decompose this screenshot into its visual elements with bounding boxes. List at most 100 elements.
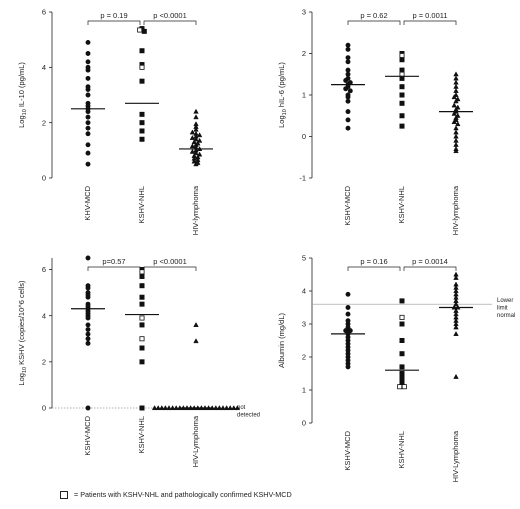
data-point bbox=[139, 345, 145, 351]
comparison-bracket bbox=[143, 266, 197, 271]
x-category-label: HIV-lymphoma bbox=[451, 185, 460, 235]
y-tick-label: 0 bbox=[42, 404, 46, 413]
data-point bbox=[139, 315, 145, 321]
data-point bbox=[399, 321, 405, 327]
data-point bbox=[139, 301, 145, 307]
y-tick-label: 5 bbox=[302, 254, 306, 263]
data-point bbox=[85, 340, 91, 346]
y-tick-label: 4 bbox=[42, 311, 46, 320]
data-point bbox=[343, 86, 349, 92]
data-point bbox=[345, 94, 351, 100]
data-point bbox=[85, 405, 91, 411]
data-point bbox=[399, 314, 405, 320]
x-category-label: KSHV-MCD bbox=[343, 430, 352, 470]
data-point bbox=[345, 46, 351, 52]
data-point bbox=[453, 141, 459, 147]
data-point bbox=[227, 405, 233, 411]
data-point bbox=[85, 150, 91, 156]
data-point bbox=[345, 98, 351, 104]
data-point bbox=[453, 324, 459, 330]
y-tick-label: 3 bbox=[302, 8, 306, 17]
data-point bbox=[193, 150, 199, 156]
data-point bbox=[399, 71, 405, 77]
data-point bbox=[399, 57, 405, 63]
y-axis-label: Log10 hIL-6 (pg/mL) bbox=[277, 62, 288, 128]
data-point bbox=[85, 131, 91, 137]
data-point bbox=[399, 113, 405, 119]
data-point bbox=[151, 405, 158, 411]
y-tick-label: 0 bbox=[302, 419, 306, 428]
y-tick-label: 0 bbox=[302, 132, 306, 141]
y-tick-label: 0 bbox=[42, 174, 46, 183]
y-tick-label: 2 bbox=[42, 357, 46, 366]
chart-panel-il10: 0 2 4 6 Log10 IL-10 (pg/mL) KHV-MCD KSHV-NHL HI… bbox=[17, 8, 213, 235]
data-point bbox=[453, 87, 459, 93]
data-point bbox=[399, 351, 405, 357]
data-point bbox=[189, 129, 196, 135]
data-point bbox=[399, 84, 405, 90]
reference-line-label: detected bbox=[237, 413, 260, 419]
data-point bbox=[166, 405, 172, 411]
y-tick-label: 6 bbox=[42, 265, 46, 274]
x-category-label: HIV-Lymphoma bbox=[191, 415, 200, 467]
data-point bbox=[85, 39, 91, 45]
p-value-label: p = 0.62 bbox=[360, 11, 387, 20]
data-point bbox=[193, 108, 199, 114]
data-point bbox=[196, 132, 203, 138]
data-point bbox=[453, 330, 459, 336]
data-point bbox=[347, 328, 353, 334]
footnote: = Patients with KSHV-NHL and pathologica… bbox=[60, 490, 292, 499]
data-point bbox=[193, 136, 199, 142]
data-point bbox=[453, 125, 459, 131]
data-point bbox=[139, 64, 145, 70]
data-point bbox=[85, 142, 91, 148]
data-point bbox=[189, 148, 196, 154]
data-point bbox=[345, 71, 351, 77]
comparison-bracket bbox=[87, 20, 141, 25]
footnote-text: = Patients with KSHV-NHL and pathologica… bbox=[74, 490, 292, 499]
data-point bbox=[196, 137, 203, 143]
p-value-label: p=0.57 bbox=[102, 257, 125, 266]
data-point bbox=[455, 121, 461, 127]
data-point bbox=[85, 331, 91, 337]
data-point bbox=[451, 119, 457, 125]
data-point bbox=[213, 405, 219, 411]
data-point bbox=[85, 120, 91, 126]
data-point bbox=[189, 143, 196, 149]
data-point bbox=[345, 324, 351, 330]
data-point bbox=[85, 114, 91, 120]
data-point bbox=[399, 100, 405, 106]
data-point bbox=[223, 405, 230, 411]
chart-panel-kshv: 0 2 4 6 Log10 KSHV (copies/10^6 cells) not det… bbox=[17, 255, 260, 467]
data-point bbox=[85, 327, 91, 332]
reference-line-label: normal bbox=[497, 313, 515, 319]
y-tick-label: 2 bbox=[302, 353, 306, 362]
data-point bbox=[453, 71, 459, 77]
data-point bbox=[139, 273, 145, 279]
data-point bbox=[141, 28, 147, 34]
p-value-label: p = 0.16 bbox=[360, 257, 387, 266]
data-point bbox=[85, 255, 91, 261]
data-point bbox=[343, 78, 349, 83]
data-point bbox=[139, 136, 145, 142]
y-tick-label: 1 bbox=[302, 91, 306, 100]
data-point bbox=[399, 123, 405, 129]
y-axis-label: Log10 IL-10 (pg/mL) bbox=[17, 62, 28, 128]
data-point bbox=[85, 75, 91, 81]
x-category-label: KSHV-NHL bbox=[397, 431, 406, 469]
data-point bbox=[347, 88, 353, 94]
data-point bbox=[162, 405, 169, 411]
y-tick-label: 6 bbox=[42, 8, 46, 17]
data-point bbox=[453, 133, 459, 139]
data-point bbox=[189, 134, 196, 140]
data-point bbox=[169, 405, 176, 411]
comparison-bracket bbox=[347, 266, 401, 271]
p-value-label: p = 0.0011 bbox=[412, 11, 447, 20]
open-square-legend-icon bbox=[60, 490, 68, 499]
data-point bbox=[453, 301, 459, 307]
x-category-label: KSHV-NHL bbox=[137, 186, 146, 224]
data-point bbox=[139, 48, 145, 54]
y-tick-label: 2 bbox=[302, 49, 306, 58]
data-point bbox=[453, 79, 459, 85]
data-point bbox=[397, 384, 403, 390]
